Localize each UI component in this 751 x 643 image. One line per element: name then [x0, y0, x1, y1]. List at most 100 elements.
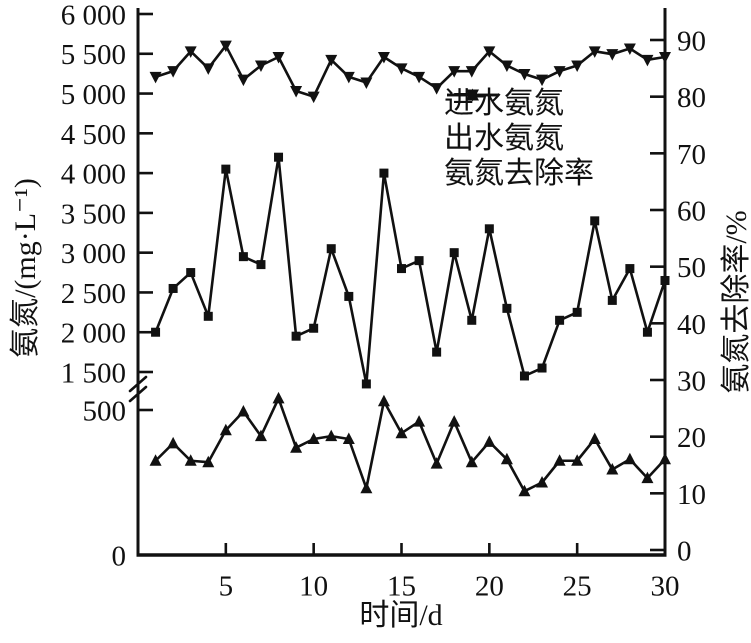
series-effluent-point: [325, 429, 338, 442]
series-effluent-point: [413, 415, 426, 427]
series-effluent-point: [483, 435, 496, 447]
series-removal-rate-point: [272, 52, 285, 64]
series-removal-rate-point: [360, 77, 373, 89]
left-axis-tick-label: 2 000: [61, 318, 126, 350]
series-influent-point: [537, 363, 547, 373]
series-removal-rate-point: [254, 60, 267, 72]
series-influent-point: [379, 168, 389, 178]
series-effluent-point: [360, 481, 373, 494]
series-effluent-point: [536, 476, 549, 488]
series-influent-point: [361, 379, 371, 389]
right-axis-tick-label: 90: [677, 25, 706, 57]
series-removal-rate-point: [430, 83, 443, 95]
series-effluent-point: [659, 452, 671, 465]
series-removal-rate-point: [377, 52, 390, 64]
series-removal-rate-point: [518, 69, 531, 81]
right-axis-tick-label: 10: [677, 479, 706, 511]
series-removal-rate-point: [606, 49, 619, 61]
series-influent-point: [555, 315, 565, 325]
x-axis-tick-label: 5: [219, 570, 234, 602]
left-axis-title: 氨氮/(mg·L⁻¹): [9, 178, 42, 358]
series-removal-rate-point: [307, 91, 320, 104]
series-removal-rate-point: [290, 86, 303, 98]
x-axis-tick-label: 10: [299, 570, 328, 602]
x-axis-tick-label: 15: [387, 570, 416, 602]
series-effluent-point: [448, 415, 461, 427]
left-axis-tick-label: 4 500: [61, 119, 126, 151]
series-effluent-point: [641, 471, 654, 484]
series-effluent-point: [395, 426, 408, 439]
series-influent-point: [449, 248, 459, 258]
right-axis-tick-label: 60: [677, 195, 706, 227]
series-effluent-point: [377, 394, 390, 407]
left-axis-tick-label: 500: [83, 395, 127, 427]
series-influent-point: [590, 216, 600, 226]
series-influent-point: [502, 303, 512, 313]
series-effluent-point: [465, 455, 478, 468]
legend-label: 氨氮去除率: [444, 156, 594, 190]
series-removal-rate-point: [536, 74, 549, 87]
series-effluent-point: [202, 455, 215, 468]
series-influent-point: [414, 256, 424, 266]
series-removal-rate-point: [237, 74, 250, 87]
series-removal-rate-point: [659, 52, 671, 64]
series-effluent-point: [588, 432, 601, 444]
series-effluent-point: [518, 484, 531, 497]
series-effluent-line: [154, 397, 666, 493]
series-removal-rate-point: [342, 71, 355, 84]
series-effluent-point: [500, 452, 513, 465]
series-removal-rate-point: [588, 46, 601, 58]
series-influent-point: [291, 331, 301, 341]
series-effluent-point: [571, 454, 584, 466]
series-influent-point: [432, 347, 442, 357]
legend-label: 进水氨氮: [444, 86, 564, 120]
left-axis-tick-label: 1 500: [61, 357, 126, 389]
left-axis-tick-label: 3 500: [61, 198, 126, 230]
series-removal-rate-point: [623, 43, 636, 55]
legend-item-removal-rate: 氨氮去除率: [444, 89, 594, 191]
right-axis-tick-label: 50: [677, 252, 706, 284]
series-influent-point: [256, 260, 266, 270]
series-removal-rate-point: [641, 54, 654, 67]
series-influent-point: [326, 244, 336, 254]
series-influent-point: [186, 268, 196, 278]
legend-item-effluent: 出水氨氮: [444, 88, 594, 156]
left-axis-tick-label: 0: [112, 540, 127, 572]
series-removal-rate-point: [167, 66, 180, 78]
series-influent-point: [397, 264, 406, 274]
series-effluent-point: [237, 404, 250, 417]
series-removal-rate-point: [483, 46, 496, 58]
left-axis-tick-label: 6 000: [61, 0, 126, 31]
legend: 进水氨氮 出水氨氮 氨氮去除率: [444, 86, 594, 191]
series-effluent-point: [606, 462, 619, 475]
series-effluent-point: [219, 423, 232, 436]
right-axis-tick-label: 80: [677, 82, 706, 114]
left-axis-tick-label: 4 000: [61, 159, 126, 191]
x-axis-tick-label: 30: [651, 570, 680, 602]
left-axis-tick-label: 5 000: [61, 79, 126, 111]
series-effluent-point: [290, 441, 303, 453]
series-influent-point: [168, 283, 178, 293]
series-removal-rate-point: [448, 66, 461, 78]
series-effluent-point: [430, 457, 443, 469]
series-removal-rate-point: [202, 63, 215, 75]
series-removal-rate-point: [500, 60, 513, 72]
series-effluent-point: [254, 429, 267, 442]
right-axis-tick-label: 0: [677, 535, 692, 567]
series-removal-rate-point: [219, 40, 232, 53]
series-effluent-point: [272, 391, 285, 404]
series-influent-point: [607, 295, 617, 305]
series-effluent-point: [623, 452, 636, 465]
series-influent-point: [484, 224, 494, 234]
series-influent-point: [238, 252, 248, 262]
series-influent-point: [519, 371, 529, 381]
series-removal-rate-point: [571, 60, 584, 72]
triangle-down-marker-icon: [447, 89, 499, 102]
right-axis-tick-label: 30: [677, 365, 706, 397]
right-axis-tick-label: 70: [677, 139, 706, 171]
series-influent-point: [274, 152, 284, 162]
left-axis-tick-label: 3 000: [61, 238, 126, 270]
series-influent-point: [344, 291, 354, 301]
